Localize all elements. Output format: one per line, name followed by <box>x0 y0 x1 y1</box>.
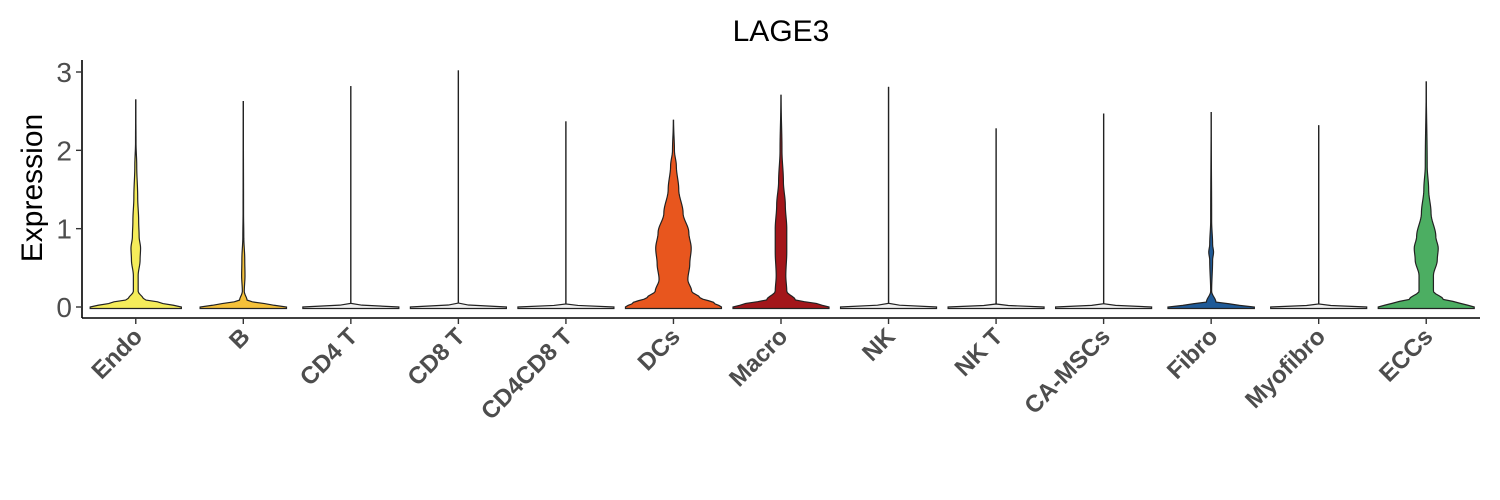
violin-endo <box>89 99 182 310</box>
violin-cd4cd8-t <box>517 121 615 310</box>
x-tick-label: B <box>224 323 255 354</box>
y-tick-label: 3 <box>56 57 72 88</box>
x-tick-label: CD8 T <box>403 323 471 391</box>
violin-myofibro <box>1270 125 1368 310</box>
violins-layer <box>89 70 1475 310</box>
y-tick-label: 1 <box>56 214 72 245</box>
x-tick-label: CD4CD8 T <box>476 323 578 425</box>
violin-nk-t <box>947 128 1045 310</box>
x-tick-label: NK T <box>950 323 1009 382</box>
violin-b <box>199 100 288 310</box>
violin-macro <box>732 94 830 310</box>
x-axis: Endo B CD4 T CD8 T CD4CD8 T DCs Macro NK NK T CA-… <box>82 317 1480 425</box>
violin-cd4-t <box>302 86 400 310</box>
x-tick-label: CD4 T <box>295 323 363 391</box>
y-axis-label: Expression <box>16 114 49 262</box>
y-axis: 0 1 2 3 <box>56 57 83 323</box>
x-tick-label: DCs <box>633 323 686 376</box>
x-tick-label: Macro <box>724 323 793 392</box>
violin-ca-mscs <box>1055 113 1153 310</box>
x-tick-label: CA-MSCs <box>1019 323 1115 419</box>
violin-nk <box>839 86 938 310</box>
violin-dcs <box>624 119 723 310</box>
x-tick-label: NK <box>857 323 901 367</box>
x-tick-label: Myofibro <box>1240 323 1331 414</box>
chart-title: LAGE3 <box>733 15 830 48</box>
x-tick-label: ECCs <box>1374 323 1438 387</box>
violin-fibro <box>1167 111 1255 310</box>
x-tick-label: Fibro <box>1162 323 1224 385</box>
violin-eccs <box>1377 81 1475 310</box>
y-tick-label: 0 <box>56 292 72 323</box>
y-tick-label: 2 <box>56 135 72 166</box>
x-tick-label: Endo <box>86 323 148 385</box>
violin-cd8-t <box>409 70 507 310</box>
